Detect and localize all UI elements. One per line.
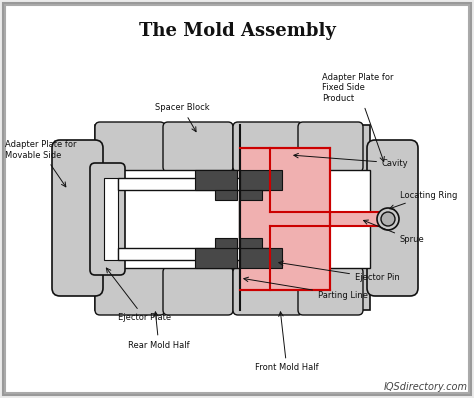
- FancyBboxPatch shape: [95, 122, 165, 172]
- Text: Rear Mold Half: Rear Mold Half: [128, 312, 190, 349]
- Bar: [240, 148, 330, 290]
- FancyBboxPatch shape: [90, 163, 125, 275]
- FancyBboxPatch shape: [367, 140, 418, 296]
- Bar: [195, 170, 237, 190]
- Bar: [104, 178, 118, 260]
- Bar: [240, 238, 262, 248]
- FancyBboxPatch shape: [298, 122, 363, 172]
- Bar: [240, 190, 262, 200]
- Ellipse shape: [381, 212, 395, 226]
- Text: The Mold Assembly: The Mold Assembly: [138, 22, 336, 40]
- Text: Sprue: Sprue: [364, 220, 425, 244]
- Bar: [330, 212, 385, 226]
- FancyBboxPatch shape: [52, 140, 103, 296]
- Ellipse shape: [377, 208, 399, 230]
- Text: IQSdirectory.com: IQSdirectory.com: [384, 382, 468, 392]
- Bar: [240, 170, 282, 190]
- Text: Spacer Block: Spacer Block: [155, 103, 210, 132]
- Bar: [215, 238, 237, 248]
- FancyBboxPatch shape: [298, 267, 363, 315]
- Bar: [240, 170, 370, 268]
- FancyBboxPatch shape: [233, 122, 303, 172]
- FancyBboxPatch shape: [163, 267, 233, 315]
- Bar: [95, 125, 370, 310]
- FancyBboxPatch shape: [95, 267, 165, 315]
- Text: Locating Ring: Locating Ring: [390, 191, 457, 209]
- Text: Cavity: Cavity: [294, 153, 409, 168]
- Text: Front Mold Half: Front Mold Half: [255, 312, 319, 373]
- Bar: [195, 248, 237, 268]
- Bar: [118, 178, 270, 190]
- Bar: [118, 248, 270, 260]
- Text: Ejector Plate: Ejector Plate: [106, 268, 171, 322]
- Bar: [215, 190, 237, 200]
- Text: Adapter Plate for
Movable Side: Adapter Plate for Movable Side: [5, 140, 76, 187]
- Bar: [97, 170, 239, 268]
- Text: Parting Line: Parting Line: [244, 277, 368, 300]
- Text: Ejector Pin: Ejector Pin: [279, 261, 400, 283]
- FancyBboxPatch shape: [233, 267, 303, 315]
- Text: Adapter Plate for
Fixed Side
Product: Adapter Plate for Fixed Side Product: [322, 73, 393, 161]
- FancyBboxPatch shape: [163, 122, 233, 172]
- Bar: [240, 248, 282, 268]
